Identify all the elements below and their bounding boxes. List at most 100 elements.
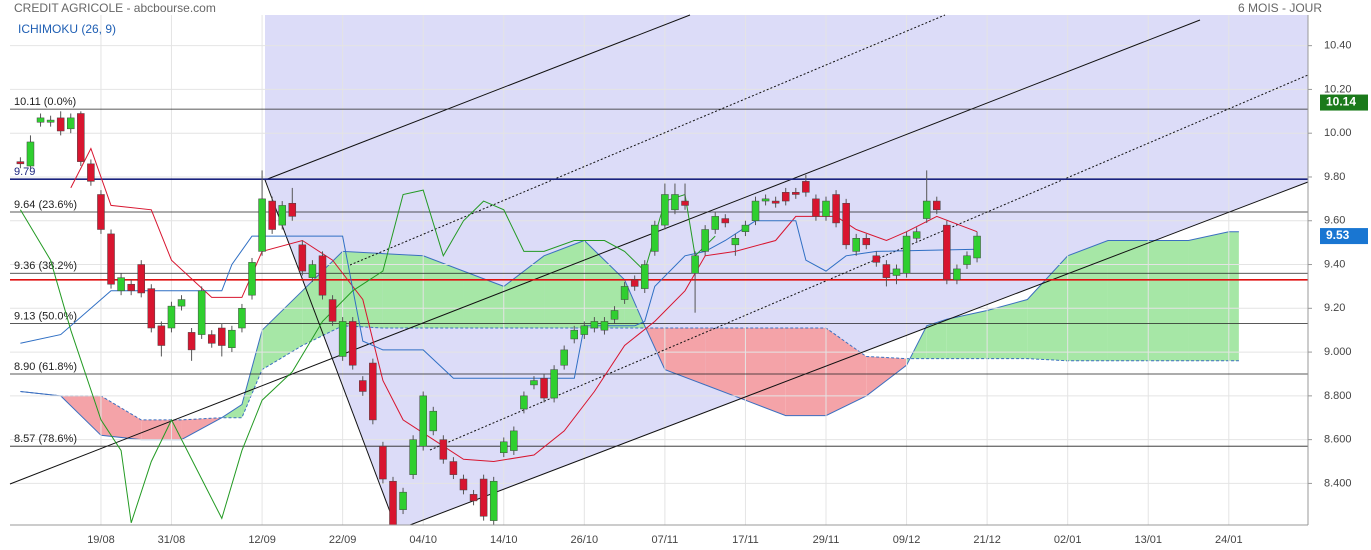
candle-body <box>751 200 760 222</box>
candle-body <box>459 478 468 491</box>
cloud-segment <box>745 328 786 416</box>
candle-body <box>117 277 125 292</box>
indicator-label: ICHIMOKU (26, 9) <box>18 22 116 36</box>
x-tick-label: 13/01 <box>1134 534 1162 546</box>
channel-line <box>409 181 1309 526</box>
candle-body <box>107 233 115 285</box>
x-tick-label: 19/08 <box>87 534 115 546</box>
candle-body <box>228 329 236 348</box>
x-tick-label: 09/12 <box>893 534 921 546</box>
candle-body <box>36 117 45 123</box>
x-tick-label: 24/01 <box>1215 534 1243 546</box>
candle-body <box>540 378 548 399</box>
candle-body <box>197 290 206 335</box>
candle-body <box>671 194 679 211</box>
candle-body <box>137 264 145 294</box>
x-tick-label: 07/11 <box>652 534 679 546</box>
drawings-layer <box>9 14 1309 526</box>
cloud-segment <box>1107 240 1149 361</box>
cloud-segment <box>785 328 826 416</box>
candle-body <box>681 200 689 206</box>
candle-body <box>902 235 911 274</box>
candle-body <box>87 163 95 182</box>
candle-body <box>792 192 800 195</box>
cloud-segment <box>503 255 545 329</box>
candle-body <box>912 231 921 239</box>
candle-body <box>147 288 156 329</box>
candle-body <box>560 349 568 366</box>
candle-body <box>530 380 538 386</box>
candle-body <box>218 327 226 346</box>
chart-title: CREDIT AGRICOLE - abcbourse.com <box>14 1 216 15</box>
x-tick-label: 22/09 <box>329 534 357 546</box>
candle-body <box>872 255 881 263</box>
candle-body <box>600 321 609 331</box>
cloud-segment <box>141 419 182 440</box>
candle-body <box>399 491 407 510</box>
level-label: 9.79 <box>14 166 35 178</box>
candle-body <box>802 181 810 193</box>
x-tick-label: 17/11 <box>732 534 759 546</box>
candle-body <box>822 200 830 217</box>
candle-body <box>892 268 901 276</box>
candle-body <box>268 200 276 230</box>
level-label: 9.13 (50.0%) <box>14 311 77 323</box>
channel-median <box>9 19 1201 485</box>
candle-body <box>691 255 699 274</box>
candle-body <box>842 202 850 246</box>
price-badge <box>1320 228 1368 245</box>
candle-body <box>16 161 25 165</box>
cloud-segment <box>826 328 867 416</box>
period-label: 6 MOIS - JOUR <box>1238 1 1322 15</box>
candle-body <box>187 332 196 351</box>
candle-body <box>157 325 166 346</box>
candle-body <box>127 283 135 292</box>
candle-body <box>721 218 730 224</box>
cloud-segment <box>987 299 1028 359</box>
channel-line <box>264 14 691 181</box>
candle-body <box>369 362 377 421</box>
channel-dotted-line <box>349 14 946 266</box>
candle-body <box>207 334 216 344</box>
candle-body <box>590 321 599 329</box>
x-tick-label: 12/09 <box>248 534 276 546</box>
candle-body <box>933 200 941 211</box>
candle-body <box>862 238 871 246</box>
cloud-segment <box>1148 240 1189 361</box>
indicator-line <box>19 189 716 523</box>
candle-body <box>741 224 750 232</box>
price-badge-label: 10.14 <box>1326 95 1356 109</box>
y-tick-label: 9.60 <box>1324 215 1345 227</box>
level-label: 9.64 (23.6%) <box>14 199 77 211</box>
candle-body <box>489 480 498 521</box>
axes-layer: 10.40 10.20 10.00 9.80 9.60 9.40 9.20 9.000 8.80… <box>10 15 1368 546</box>
candle-body <box>610 310 619 320</box>
candle-body <box>167 305 176 329</box>
y-tick-label: 9.80 <box>1324 171 1345 183</box>
price-badge-label: 9.53 <box>1326 228 1350 242</box>
candle-body <box>510 430 518 451</box>
candle-body <box>620 286 629 300</box>
candle-body <box>973 235 981 259</box>
x-tick-label: 02/01 <box>1054 534 1082 546</box>
candle-body <box>248 262 256 296</box>
cloud-segment <box>705 328 746 401</box>
candle-body <box>781 192 790 202</box>
candle-body <box>348 321 357 366</box>
cloud-segment <box>1188 231 1229 361</box>
x-tick-label: 29/11 <box>813 534 840 546</box>
x-tick-label: 14/10 <box>490 534 518 546</box>
candle-body <box>419 395 427 447</box>
candle-body <box>26 141 35 167</box>
candle-body <box>630 279 639 287</box>
cloud-segment <box>342 251 383 329</box>
candle-body <box>67 117 75 130</box>
candle-body <box>318 255 327 296</box>
indicator-line <box>20 220 978 379</box>
cloud-segment <box>100 395 142 440</box>
price-badge <box>1320 94 1368 111</box>
y-tick-label: 9.20 <box>1324 302 1345 314</box>
candle-body <box>238 308 246 329</box>
